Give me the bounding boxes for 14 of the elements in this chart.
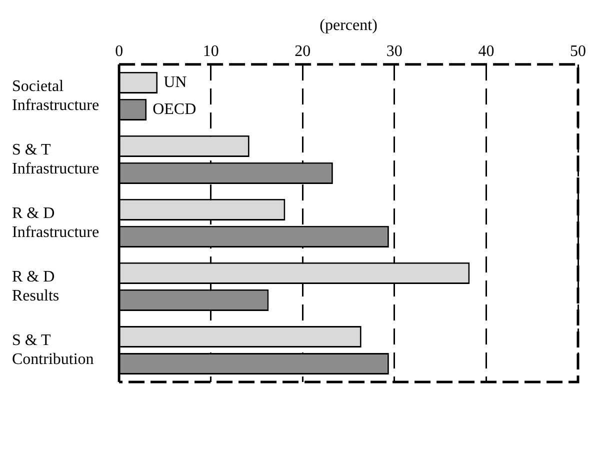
x-tick-label: 40 xyxy=(478,43,494,60)
series-label: OECD xyxy=(152,100,196,118)
y-tick-label: R & D Infrastructure xyxy=(12,204,100,242)
x-tick-label: 10 xyxy=(202,43,219,60)
y-tick-label: S & T Contribution xyxy=(12,332,94,368)
series-label: UN xyxy=(164,74,188,91)
x-tick-label: 0 xyxy=(115,43,124,60)
y-tick-label: R & D Results xyxy=(12,268,60,305)
x-tick-label: 30 xyxy=(386,43,402,60)
y-tick-label: S & T Infrastructure xyxy=(12,141,100,178)
x-tick-label: 50 xyxy=(570,43,586,60)
x-axis-title: (percent) xyxy=(320,16,378,34)
x-tick-label: 20 xyxy=(294,43,311,60)
y-tick-label: Societal Infrastructure xyxy=(12,78,100,114)
